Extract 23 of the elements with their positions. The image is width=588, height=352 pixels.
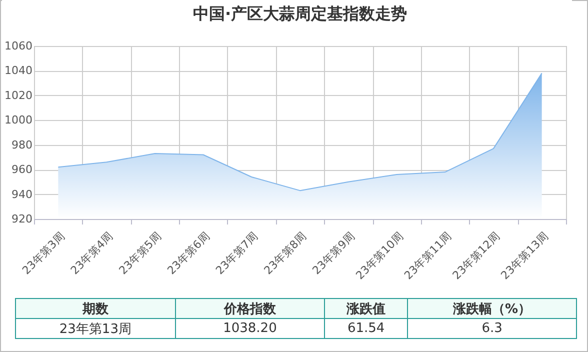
x-tick-label: 23年第5周 [116, 230, 164, 278]
text: 涨跌幅（%） [408, 298, 576, 318]
y-tick-label: 1020 [4, 88, 32, 102]
text: 6.3 [408, 318, 576, 338]
x-tick-label: 23年第3周 [20, 230, 68, 278]
y-tick-label: 1000 [4, 114, 32, 127]
text: 价格指数 [175, 298, 325, 318]
chart-title: 中国·产区大蒜周定基指数走势 [192, 4, 408, 23]
text: 1038.20 [175, 318, 325, 338]
x-tick-label: 23年第8周 [262, 230, 309, 278]
text: 涨跌值 [324, 298, 408, 318]
y-tick-label: 980 [12, 138, 32, 152]
y-tick-label: 940 [12, 188, 32, 201]
text: 期数 [16, 298, 176, 318]
y-tick-label: 960 [12, 163, 32, 176]
text: 23年第13周 [16, 318, 176, 338]
x-tick-label: 23年第4周 [68, 230, 116, 278]
x-tick-label: 23年第7周 [213, 230, 261, 278]
y-tick-label: 920 [12, 212, 32, 226]
y-tick-label: 1060 [4, 40, 32, 52]
x-tick-label: 23年第6周 [164, 230, 212, 278]
text: 61.54 [324, 318, 408, 338]
y-tick-label: 1040 [4, 64, 32, 78]
